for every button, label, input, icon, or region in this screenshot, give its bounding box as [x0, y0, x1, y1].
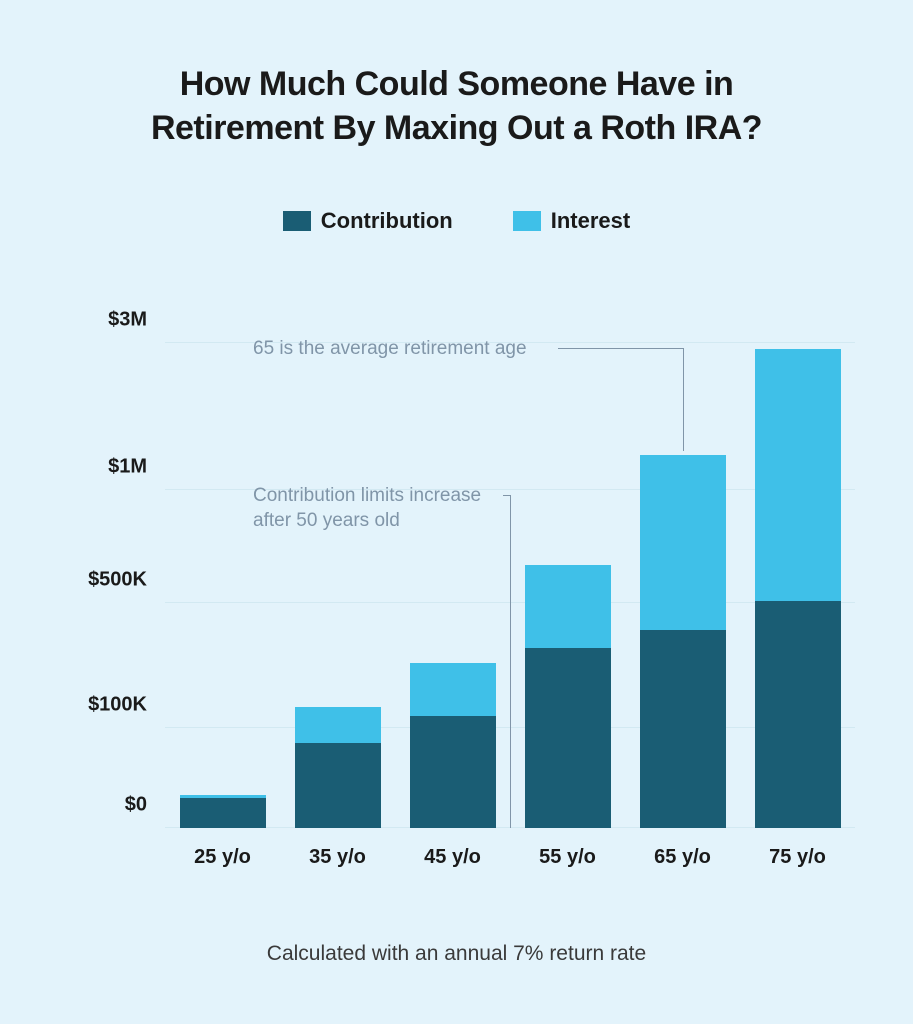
x-axis-label: 65 y/o	[654, 828, 711, 869]
x-axis-label: 75 y/o	[769, 828, 826, 869]
y-axis-label: $1M	[108, 456, 165, 479]
bar-segment-interest	[755, 349, 841, 601]
bar	[640, 455, 726, 828]
x-axis-label: 35 y/o	[309, 828, 366, 869]
bar	[410, 663, 496, 828]
bar-slot: 25 y/o	[165, 298, 280, 828]
bar	[295, 707, 381, 828]
bar-segment-interest	[410, 663, 496, 716]
x-axis-label: 45 y/o	[424, 828, 481, 869]
legend-swatch	[283, 211, 311, 231]
y-axis-label: $500K	[88, 569, 165, 592]
annotation-contribution-limit: Contribution limits increaseafter 50 yea…	[253, 484, 481, 533]
bar	[525, 565, 611, 828]
bar-slot: 55 y/o	[510, 298, 625, 828]
annotation-retirement-age: 65 is the average retirement age	[253, 337, 527, 362]
y-axis-label: $0	[125, 794, 165, 817]
chart-title: How Much Could Someone Have in Retiremen…	[0, 62, 913, 150]
y-axis-label: $3M	[108, 309, 165, 332]
x-axis-label: 55 y/o	[539, 828, 596, 869]
callout-line	[510, 495, 511, 828]
legend-item: Contribution	[283, 208, 453, 234]
bar-segment-contribution	[295, 743, 381, 828]
legend: Contribution Interest	[0, 208, 913, 234]
bar-segment-contribution	[755, 601, 841, 828]
bar-slot: 45 y/o	[395, 298, 510, 828]
bar-segment-interest	[525, 565, 611, 648]
footnote: Calculated with an annual 7% return rate	[0, 942, 913, 966]
bar-segment-contribution	[180, 798, 266, 828]
bar	[755, 349, 841, 828]
callout-line	[558, 348, 683, 349]
bar-segment-contribution	[410, 716, 496, 828]
bar-segment-interest	[640, 455, 726, 630]
bar-slot: 75 y/o	[740, 298, 855, 828]
bar-segment-interest	[295, 707, 381, 743]
y-axis-label: $100K	[88, 694, 165, 717]
callout-line	[683, 348, 684, 451]
title-line-2: Retirement By Maxing Out a Roth IRA?	[151, 109, 762, 147]
bar-segment-contribution	[525, 648, 611, 828]
callout-line	[503, 495, 510, 496]
legend-item: Interest	[513, 208, 630, 234]
legend-swatch	[513, 211, 541, 231]
legend-label: Interest	[551, 208, 630, 234]
title-line-1: How Much Could Someone Have in	[180, 65, 734, 103]
legend-label: Contribution	[321, 208, 453, 234]
bar	[180, 795, 266, 828]
bar-segment-contribution	[640, 630, 726, 828]
x-axis-label: 25 y/o	[194, 828, 251, 869]
bar-slot: 35 y/o	[280, 298, 395, 828]
